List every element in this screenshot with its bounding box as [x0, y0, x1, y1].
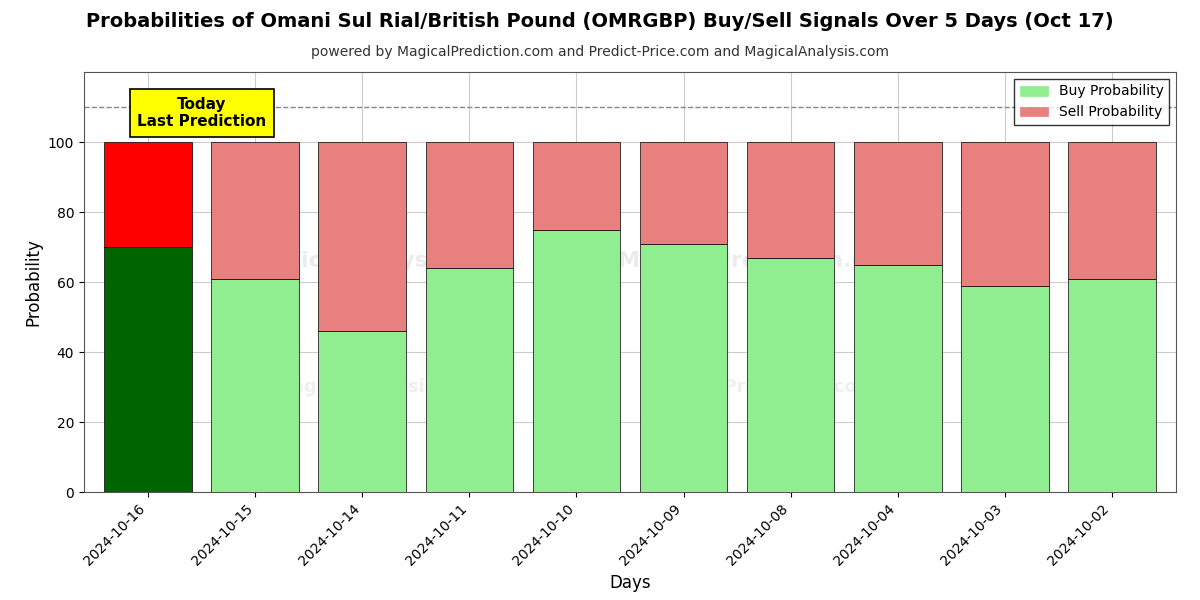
Bar: [1068, 142, 1156, 278]
Text: MagicalPrediction.com: MagicalPrediction.com: [647, 378, 876, 396]
Bar: [640, 142, 727, 244]
Text: MagicalPrediction.com: MagicalPrediction.com: [618, 251, 904, 271]
Bar: [318, 331, 407, 492]
Bar: [426, 268, 514, 492]
Text: MagicalAnalysis.com: MagicalAnalysis.com: [248, 251, 510, 271]
Bar: [104, 247, 192, 492]
Bar: [853, 265, 942, 492]
Bar: [961, 286, 1049, 492]
Text: powered by MagicalPrediction.com and Predict-Price.com and MagicalAnalysis.com: powered by MagicalPrediction.com and Pre…: [311, 45, 889, 59]
Text: Probabilities of Omani Sul Rial/British Pound (OMRGBP) Buy/Sell Signals Over 5 D: Probabilities of Omani Sul Rial/British …: [86, 12, 1114, 31]
Bar: [853, 142, 942, 265]
Text: Today
Last Prediction: Today Last Prediction: [137, 97, 266, 129]
Bar: [533, 142, 620, 229]
Bar: [1068, 278, 1156, 492]
Bar: [746, 142, 834, 257]
Bar: [426, 142, 514, 268]
Legend: Buy Probability, Sell Probability: Buy Probability, Sell Probability: [1014, 79, 1169, 125]
Text: MagicalAnalysis.com: MagicalAnalysis.com: [274, 378, 484, 396]
Bar: [211, 142, 299, 278]
Bar: [640, 244, 727, 492]
Bar: [211, 278, 299, 492]
Bar: [533, 229, 620, 492]
Bar: [318, 142, 407, 331]
X-axis label: Days: Days: [610, 574, 650, 592]
Bar: [961, 142, 1049, 286]
Bar: [104, 142, 192, 247]
Y-axis label: Probability: Probability: [24, 238, 42, 326]
Bar: [746, 257, 834, 492]
